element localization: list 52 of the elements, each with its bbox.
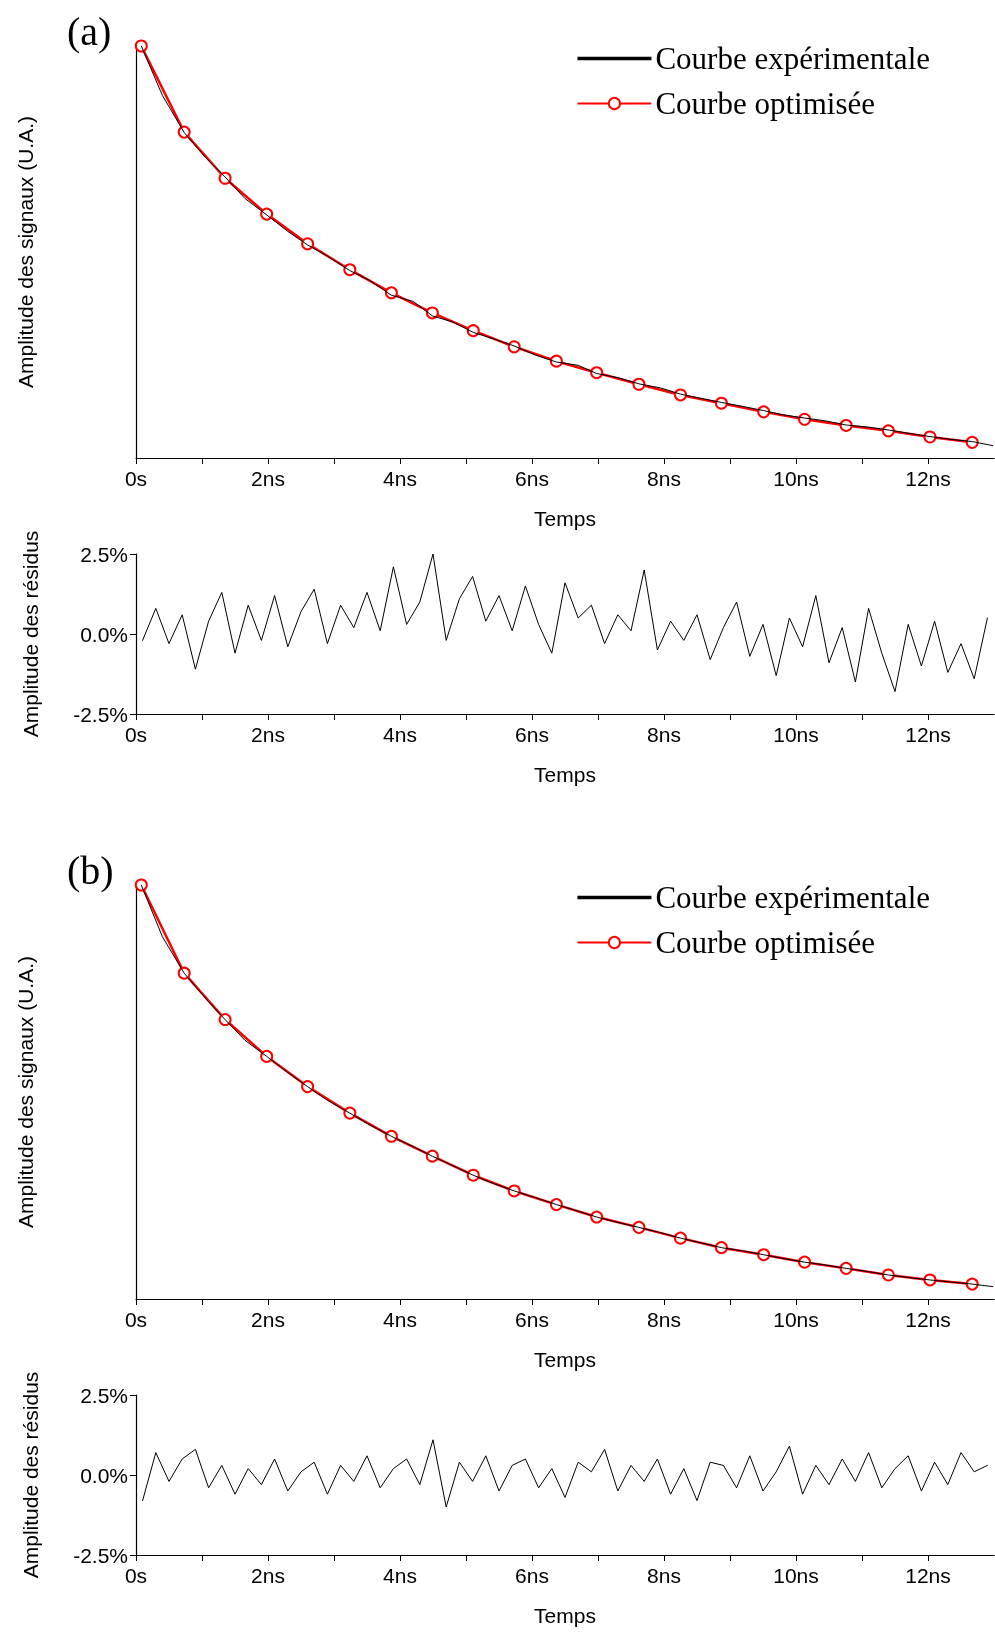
x-tick-label: 2ns — [251, 467, 285, 490]
x-tick-label: 10ns — [773, 1564, 819, 1587]
x-tick-label: 4ns — [383, 723, 417, 746]
line-series — [142, 553, 988, 693]
x-tick-label: 12ns — [905, 723, 951, 746]
x-tick-label: 10ns — [773, 1308, 819, 1331]
x-tick-label: 4ns — [383, 1308, 417, 1331]
x-axis-title: Temps — [534, 763, 596, 786]
point — [134, 878, 148, 892]
x-tick-label: 8ns — [647, 467, 681, 490]
x-tick-label: 8ns — [647, 1308, 681, 1331]
y-axis-title: Amplitude des signaux (U.A.) — [14, 116, 37, 388]
y-axis-title: Amplitude des signaux (U.A.) — [14, 956, 37, 1228]
point — [134, 39, 148, 53]
x-axis-title: Temps — [534, 507, 596, 530]
x-tick-label: 12ns — [905, 1564, 951, 1587]
x-tick-label: 10ns — [773, 723, 819, 746]
y-tick-label: 0.0% — [80, 622, 128, 646]
x-tick-label: 2ns — [251, 723, 285, 746]
x-tick-label: 6ns — [515, 723, 549, 746]
x-tick-label: 2ns — [251, 1308, 285, 1331]
x-tick-label: 0s — [124, 467, 148, 490]
y-tick-label: -2.5% — [73, 1543, 128, 1567]
x-tick-label: 12ns — [905, 1308, 951, 1331]
x-tick-label: 6ns — [515, 1564, 549, 1587]
line-series — [142, 1439, 988, 1508]
y-axis-title: Amplitude des résidus — [19, 530, 42, 738]
x-tick-label: 0s — [124, 1308, 148, 1331]
x-tick-label: 0s — [124, 1564, 148, 1587]
legend-label: Courbe expérimentale — [655, 880, 931, 915]
y-tick-label: -2.5% — [73, 702, 128, 726]
legend-label: Courbe expérimentale — [655, 41, 931, 76]
x-tick-label: 8ns — [647, 723, 681, 746]
x-tick-label: 4ns — [383, 1564, 417, 1587]
x-tick-label: 4ns — [383, 467, 417, 490]
y-tick-label: 0.0% — [80, 1463, 128, 1487]
y-axis-title: Amplitude des résidus — [19, 1371, 42, 1579]
y-tick-label: 2.5% — [80, 1383, 128, 1407]
legend-label: Courbe optimisée — [655, 925, 875, 960]
x-tick-label: 6ns — [515, 467, 549, 490]
x-tick-label: 10ns — [773, 467, 819, 490]
y-tick-label: 2.5% — [80, 542, 128, 566]
x-tick-label: 12ns — [905, 467, 951, 490]
chart-title: (b) — [67, 847, 114, 893]
x-tick-label: 8ns — [647, 1564, 681, 1587]
x-tick-label: 0s — [124, 723, 148, 746]
x-axis-title: Temps — [534, 1604, 596, 1627]
x-tick-label: 6ns — [515, 1308, 549, 1331]
chart-title: (a) — [67, 8, 112, 54]
x-axis-title: Temps — [534, 1348, 596, 1371]
legend-label: Courbe optimisée — [655, 86, 875, 121]
x-tick-label: 2ns — [251, 1564, 285, 1587]
